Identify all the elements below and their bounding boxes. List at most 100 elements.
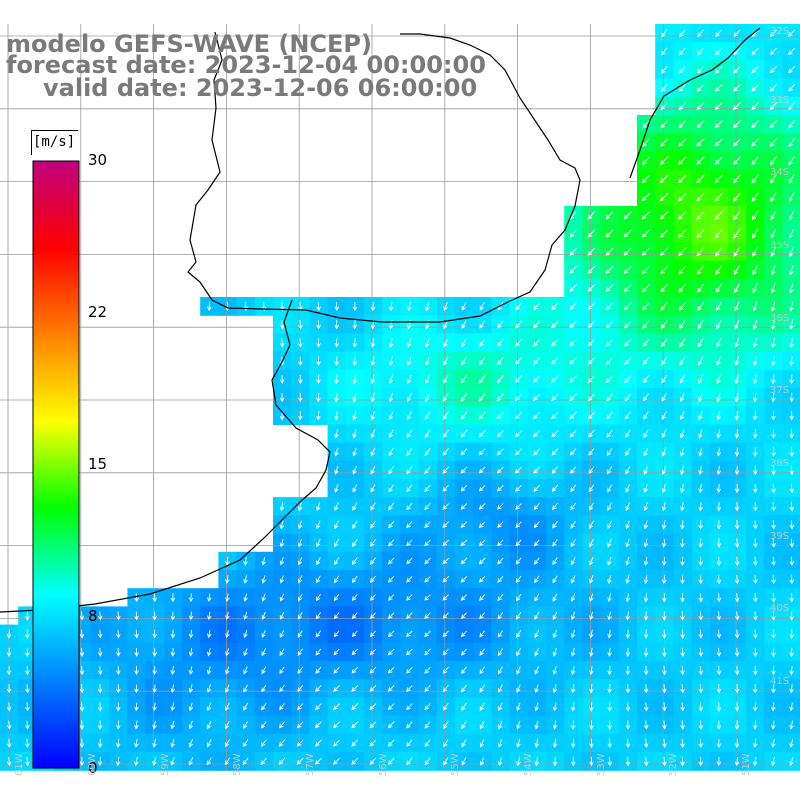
wind-arrow-762: [479, 648, 485, 656]
wind-arrow-381: [771, 429, 776, 439]
wind-arrow-840: [297, 685, 304, 693]
wind-arrow-284: [533, 375, 541, 383]
wind-arrow-144: [697, 283, 705, 293]
wind-arrow-186: [334, 320, 339, 330]
wind-arrow-564: [515, 557, 522, 565]
wind-arrow-54: [733, 138, 741, 147]
wind-arrow-418: [496, 466, 504, 474]
wind-arrow-565: [534, 557, 540, 565]
wind-arrow-756: [369, 648, 377, 656]
wind-arrow-631: [479, 594, 486, 601]
wind-arrow-929: [314, 721, 322, 729]
wind-arrow-797: [315, 666, 322, 674]
wind-arrow-207: [716, 319, 722, 330]
wind-arrow-715: [424, 630, 431, 638]
wind-arrow-234: [679, 338, 686, 348]
wind-arrow-306: [406, 392, 412, 402]
wind-arrow-901: [607, 702, 612, 712]
wind-arrow-201: [605, 320, 614, 329]
wind-arrow-407: [771, 447, 776, 457]
wind-arrow-89: [641, 211, 651, 220]
wind-arrow-415: [442, 466, 449, 474]
wind-arrow-649: [24, 611, 30, 621]
wind-arrow-229: [587, 338, 596, 347]
wind-arrow-391: [478, 448, 486, 456]
wind-arrow-605: [680, 574, 685, 585]
wind-arrow-104: [678, 229, 687, 238]
wind-arrow-924: [225, 720, 230, 730]
wind-arrow-442: [460, 484, 468, 492]
wind-arrow-578: [771, 556, 776, 566]
wind-arrow-72: [733, 174, 741, 184]
wind-arrow-955: [789, 720, 794, 730]
wind-arrow-699: [134, 629, 139, 639]
wind-arrow-583: [279, 575, 285, 584]
colorbar-unit-frame: [31, 130, 78, 155]
wind-arrow-768: [589, 647, 594, 657]
wind-arrow-968: [224, 739, 230, 748]
colorbar-tick-22: 22: [88, 303, 108, 321]
wind-arrow-248: [406, 356, 412, 366]
wind-arrow-863: [716, 683, 722, 694]
wind-arrow-886: [333, 703, 340, 711]
wind-arrow-647: [771, 593, 776, 603]
wind-arrow-811: [570, 666, 576, 676]
wind-arrow-534: [552, 539, 558, 547]
wind-arrow-1004: [79, 757, 85, 767]
wind-arrow-691: [789, 611, 794, 621]
wind-arrow-581: [243, 575, 248, 584]
wind-arrow-916: [79, 720, 85, 730]
wind-arrow-500: [460, 521, 468, 528]
wind-arrow-940: [516, 720, 521, 730]
wind-arrow-178: [716, 301, 722, 312]
wind-arrow-746: [188, 648, 194, 657]
wind-arrow-55: [751, 138, 759, 147]
wind-arrow-911: [789, 702, 794, 712]
wind-arrow-491: [297, 520, 303, 530]
wind-arrow-648: [789, 592, 795, 603]
wind-arrow-854: [552, 684, 558, 694]
wind-arrow-722: [552, 629, 558, 639]
wind-arrow-1012: [224, 757, 231, 766]
wind-arrow-197: [533, 320, 541, 329]
wind-arrow-888: [369, 703, 377, 711]
wind-arrow-936: [442, 720, 449, 729]
wind-arrow-96: [770, 210, 777, 221]
wind-arrow-619: [261, 593, 266, 602]
wind-arrow-130: [678, 265, 687, 275]
wind-arrow-204: [660, 320, 668, 329]
wind-arrow-360: [388, 429, 394, 439]
wind-arrow-663: [279, 611, 285, 620]
wind-arrow-465: [352, 502, 358, 511]
wind-arrow-708: [297, 630, 303, 638]
wind-arrow-333: [370, 410, 375, 421]
wind-arrow-358: [352, 429, 357, 439]
wind-arrow-868: [6, 702, 12, 712]
wind-arrow-134: [752, 264, 759, 276]
wind-arrow-794: [261, 666, 267, 675]
wind-arrow-675: [497, 612, 504, 620]
wind-arrow-249: [425, 356, 430, 366]
wind-arrow-370: [569, 429, 577, 438]
wind-arrow-68: [659, 174, 669, 184]
wind-arrow-477: [570, 502, 577, 511]
wind-arrow-844: [369, 685, 377, 692]
wind-arrow-917: [97, 720, 103, 730]
wind-arrow-43: [696, 120, 705, 129]
wind-arrow-350: [679, 411, 685, 421]
wind-arrow-933: [387, 721, 395, 729]
wind-arrow-531: [497, 539, 504, 547]
wind-arrow-909: [752, 702, 758, 712]
wind-arrow-920: [152, 720, 157, 730]
wind-arrow-78: [678, 192, 687, 202]
wind-arrow-230: [605, 338, 614, 347]
wind-arrow-426: [643, 465, 649, 475]
wind-arrow-139: [605, 284, 614, 292]
wind-arrow-40: [642, 120, 650, 129]
wind-arrow-954: [771, 720, 776, 730]
wind-arrow-403: [698, 447, 703, 457]
wind-arrow-951: [716, 720, 722, 730]
wind-arrow-989: [607, 738, 613, 749]
wind-arrow-823: [789, 665, 794, 676]
wind-arrow-976: [369, 739, 377, 747]
